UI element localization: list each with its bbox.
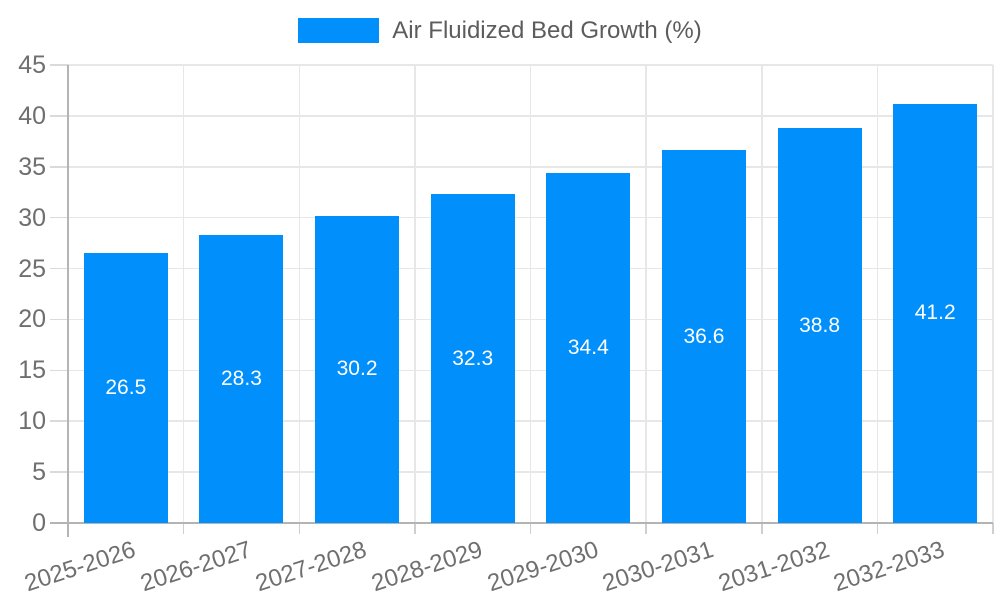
y-axis-tick — [50, 216, 68, 219]
x-grid-line — [182, 65, 185, 523]
y-axis-tick — [50, 471, 68, 473]
bar[interactable]: 34.4 — [546, 172, 631, 523]
x-axis-tick — [645, 523, 647, 534]
x-axis-tick — [298, 523, 300, 534]
y-axis-tick-label: 30 — [18, 203, 46, 232]
y-axis-tick — [50, 369, 68, 372]
bar-value-label: 28.3 — [221, 366, 262, 390]
y-axis-tick — [50, 166, 68, 168]
legend-swatch — [298, 18, 380, 43]
y-axis-line — [67, 65, 69, 537]
x-axis-tick-label: 2029-2030 — [483, 536, 602, 598]
x-axis-tick-label: 2030-2031 — [599, 536, 717, 598]
bar-value-label: 41.2 — [914, 301, 956, 325]
bar-value-label: 34.4 — [567, 335, 609, 359]
bar[interactable]: 36.6 — [661, 150, 746, 523]
x-grid-line — [992, 65, 994, 523]
x-axis-tick-label: 2028-2029 — [368, 536, 486, 598]
x-grid-line — [414, 65, 416, 523]
y-axis-tick — [50, 64, 68, 66]
y-axis-tick — [50, 318, 68, 321]
x-grid-line — [298, 65, 300, 523]
x-grid-line — [645, 65, 647, 523]
legend-item[interactable]: Air Fluidized Bed Growth (%) — [0, 18, 1000, 43]
y-axis-tick-label: 25 — [18, 254, 46, 283]
x-axis-tick — [992, 523, 994, 534]
x-grid-line — [761, 65, 763, 523]
x-grid-line — [529, 65, 532, 523]
x-grid-line — [876, 65, 879, 523]
x-axis-tick-label: 2027-2028 — [252, 536, 371, 598]
legend-label: Air Fluidized Bed Growth (%) — [392, 17, 702, 44]
y-axis-tick — [50, 420, 68, 422]
y-axis-tick-label: 45 — [18, 51, 46, 79]
bar[interactable]: 38.8 — [777, 128, 862, 523]
bar-value-label: 38.8 — [799, 313, 840, 337]
y-axis-tick — [50, 267, 68, 270]
x-axis-tick — [414, 523, 416, 534]
bar-value-label: 36.6 — [683, 324, 725, 348]
y-axis-tick-label: 40 — [18, 101, 46, 130]
bar[interactable]: 41.2 — [893, 103, 978, 523]
bar[interactable]: 28.3 — [199, 234, 284, 523]
x-axis-tick-label: 2025-2026 — [21, 536, 139, 598]
y-axis-tick-label: 15 — [18, 356, 46, 385]
x-axis-line — [50, 522, 993, 524]
x-axis-tick-label: 2026-2027 — [136, 536, 255, 598]
y-axis-tick — [50, 115, 68, 117]
x-axis-tick — [182, 523, 185, 534]
bar[interactable]: 26.5 — [83, 253, 168, 523]
x-axis-tick — [876, 523, 879, 534]
x-axis-tick-label: 2031-2032 — [715, 536, 833, 598]
bar[interactable]: 32.3 — [430, 194, 515, 523]
y-axis-tick-label: 10 — [18, 407, 46, 436]
y-axis-tick-label: 35 — [18, 152, 46, 181]
bar[interactable]: 30.2 — [315, 215, 400, 523]
x-axis-tick-label: 2032-2033 — [830, 536, 949, 598]
bar-value-label: 26.5 — [105, 376, 147, 400]
y-axis-tick-label: 20 — [18, 305, 46, 334]
y-axis-tick-label: 5 — [32, 458, 46, 487]
x-axis-tick — [529, 523, 532, 534]
bar-value-label: 30.2 — [336, 357, 378, 381]
y-axis-tick-label: 0 — [32, 509, 46, 537]
x-axis-tick — [761, 523, 763, 534]
bar-value-label: 32.3 — [452, 346, 494, 370]
